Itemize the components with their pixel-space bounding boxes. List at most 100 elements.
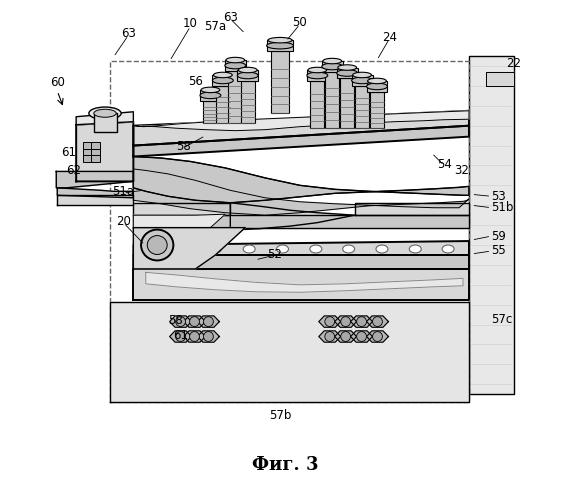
Ellipse shape: [367, 83, 388, 89]
Text: 57c: 57c: [491, 313, 512, 326]
Ellipse shape: [268, 38, 292, 43]
Ellipse shape: [147, 236, 167, 255]
Ellipse shape: [141, 230, 173, 260]
Text: 57b: 57b: [269, 408, 291, 422]
Bar: [216, 86, 230, 123]
Bar: [213, 75, 233, 86]
Polygon shape: [146, 272, 463, 292]
Polygon shape: [197, 331, 219, 342]
Polygon shape: [319, 316, 341, 328]
Polygon shape: [110, 302, 469, 402]
Polygon shape: [335, 331, 357, 342]
Bar: [91, 148, 100, 156]
Polygon shape: [133, 269, 469, 300]
Circle shape: [176, 316, 185, 326]
Bar: [83, 155, 92, 162]
Bar: [229, 71, 242, 123]
Circle shape: [203, 316, 213, 326]
Bar: [83, 142, 92, 149]
Text: 61: 61: [173, 329, 188, 342]
Ellipse shape: [226, 58, 245, 63]
Ellipse shape: [238, 68, 257, 72]
Polygon shape: [133, 203, 230, 215]
Bar: [267, 40, 294, 51]
Ellipse shape: [267, 42, 294, 49]
Bar: [367, 81, 388, 92]
Ellipse shape: [237, 72, 258, 79]
Bar: [271, 51, 289, 114]
Polygon shape: [133, 156, 469, 203]
Ellipse shape: [225, 62, 246, 69]
Ellipse shape: [409, 245, 421, 253]
Polygon shape: [351, 316, 373, 328]
Bar: [241, 81, 255, 123]
Bar: [83, 148, 92, 156]
Text: 51a: 51a: [112, 185, 135, 198]
Bar: [310, 81, 324, 128]
Circle shape: [203, 332, 213, 342]
Bar: [352, 75, 373, 86]
Text: 59: 59: [491, 230, 506, 242]
Bar: [340, 78, 354, 128]
Text: 52: 52: [268, 248, 283, 262]
Ellipse shape: [310, 245, 322, 253]
Circle shape: [357, 332, 367, 342]
Polygon shape: [335, 316, 357, 328]
Text: 54: 54: [437, 158, 451, 171]
Bar: [325, 72, 339, 128]
Text: 63: 63: [223, 11, 238, 24]
Text: 24: 24: [382, 30, 397, 44]
Text: 55: 55: [491, 244, 506, 258]
Bar: [355, 86, 369, 128]
Text: 58: 58: [168, 314, 183, 327]
Ellipse shape: [368, 78, 386, 84]
Bar: [322, 61, 343, 72]
Polygon shape: [486, 72, 514, 86]
Polygon shape: [133, 214, 225, 228]
Ellipse shape: [353, 72, 372, 78]
Text: 32: 32: [454, 164, 469, 177]
Ellipse shape: [200, 92, 221, 98]
Circle shape: [325, 316, 335, 326]
Polygon shape: [133, 215, 469, 228]
Bar: [91, 155, 100, 162]
Polygon shape: [133, 156, 469, 215]
Text: 53: 53: [491, 190, 506, 203]
Bar: [91, 142, 100, 149]
Polygon shape: [184, 316, 205, 328]
Text: 22: 22: [506, 57, 521, 70]
Ellipse shape: [276, 245, 288, 253]
Ellipse shape: [213, 72, 232, 78]
Ellipse shape: [323, 58, 341, 64]
Polygon shape: [133, 228, 245, 269]
Polygon shape: [197, 316, 219, 328]
Ellipse shape: [322, 63, 343, 70]
Bar: [225, 60, 246, 71]
Polygon shape: [351, 331, 373, 342]
Polygon shape: [56, 172, 133, 188]
Circle shape: [373, 316, 382, 326]
Circle shape: [357, 316, 367, 326]
Circle shape: [190, 332, 199, 342]
Polygon shape: [133, 111, 469, 146]
Polygon shape: [367, 316, 388, 328]
Polygon shape: [355, 203, 469, 215]
Polygon shape: [367, 331, 388, 342]
Ellipse shape: [337, 70, 357, 76]
Polygon shape: [76, 112, 133, 124]
Text: 20: 20: [116, 214, 131, 228]
Bar: [307, 70, 328, 81]
Ellipse shape: [343, 245, 355, 253]
Polygon shape: [230, 203, 355, 230]
Circle shape: [341, 316, 351, 326]
Ellipse shape: [177, 245, 189, 253]
Ellipse shape: [376, 245, 388, 253]
Ellipse shape: [352, 77, 373, 84]
Text: 61: 61: [61, 146, 76, 158]
Circle shape: [190, 316, 199, 326]
Ellipse shape: [89, 107, 121, 120]
Ellipse shape: [307, 72, 328, 79]
Text: 10: 10: [183, 18, 198, 30]
Bar: [337, 68, 357, 78]
Polygon shape: [57, 196, 133, 205]
